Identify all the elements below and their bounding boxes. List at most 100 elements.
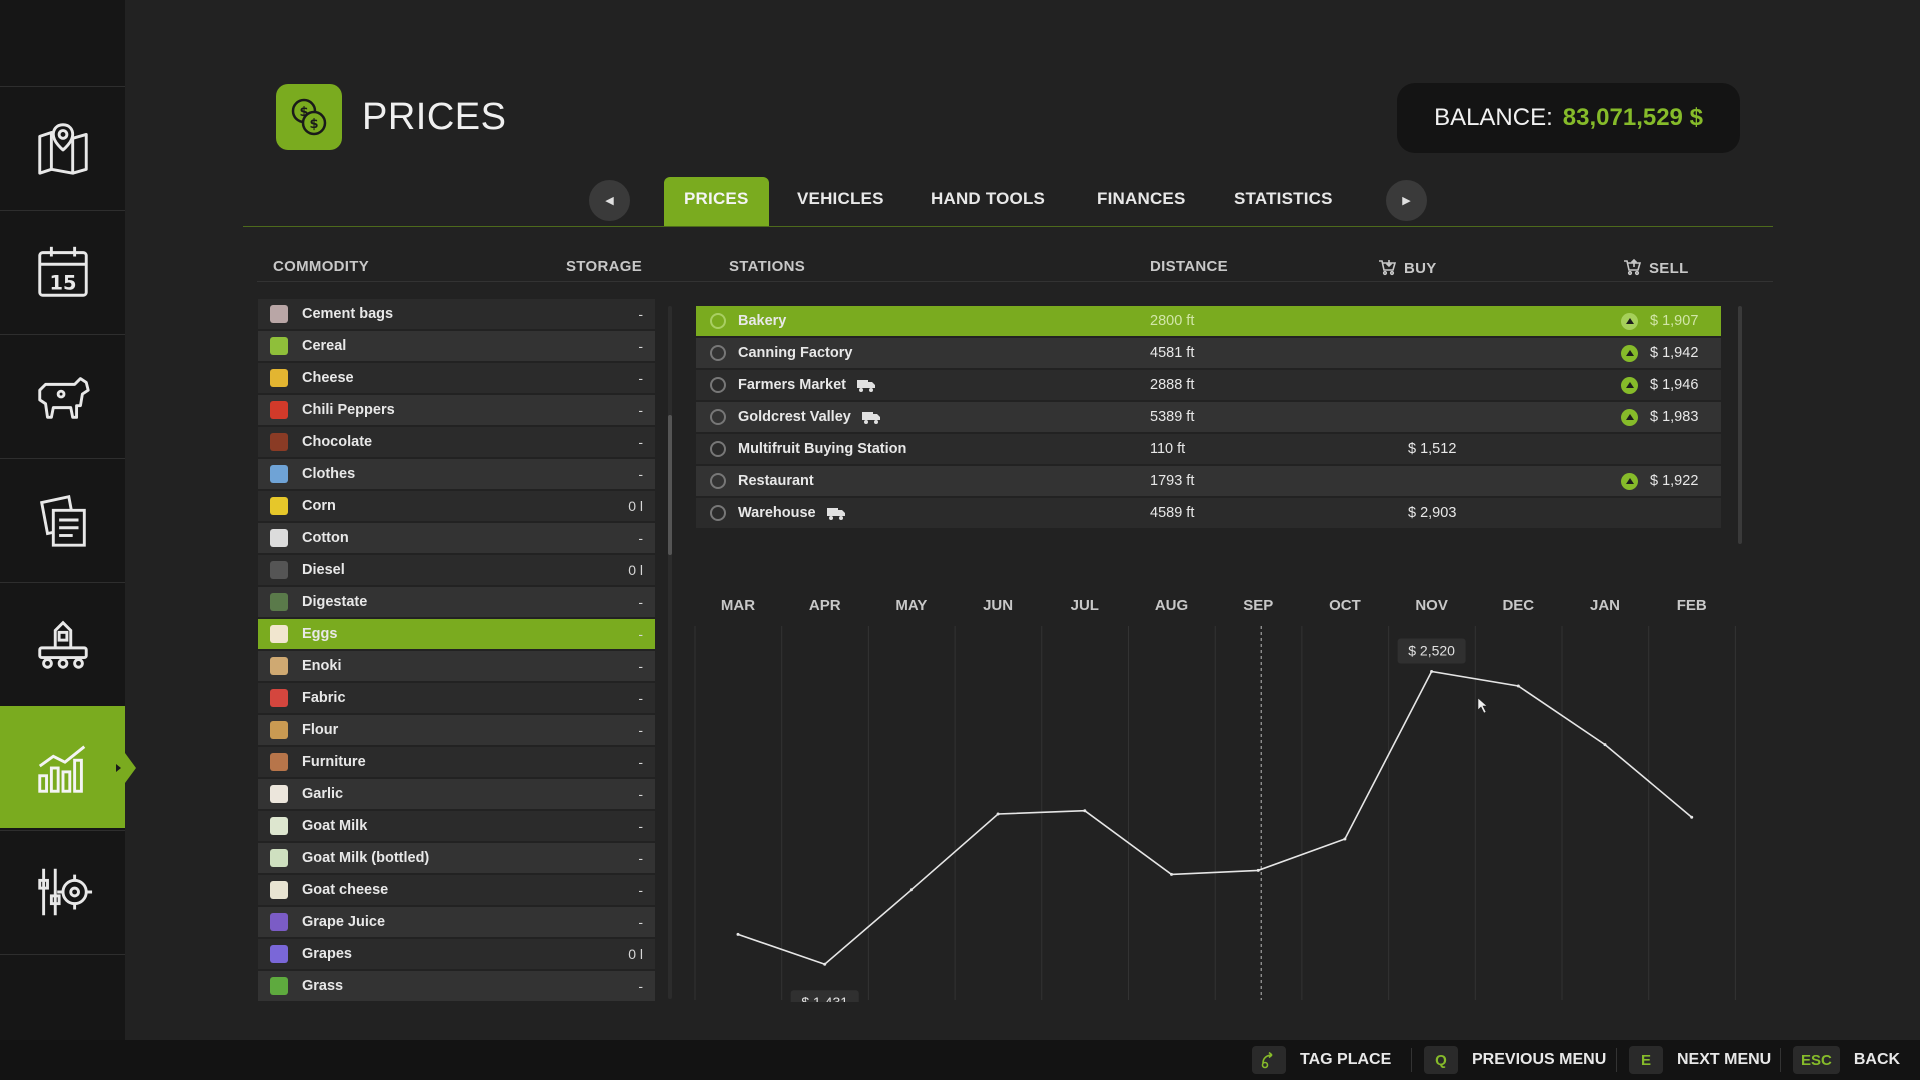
price-up-icon bbox=[1621, 409, 1638, 426]
commodity-row[interactable]: Clothes - bbox=[258, 459, 655, 489]
commodity-storage: - bbox=[638, 626, 643, 642]
tab-prev-button[interactable]: ◀ bbox=[589, 180, 630, 221]
hint-previous-menu[interactable]: Q PREVIOUS MENU bbox=[1424, 1046, 1606, 1074]
truck-icon bbox=[826, 508, 845, 520]
tab-statistics[interactable]: STATISTICS bbox=[1234, 189, 1333, 208]
map-pin-icon[interactable] bbox=[710, 377, 726, 393]
commodity-storage: 0 l bbox=[628, 946, 643, 962]
commodity-scrollbar[interactable] bbox=[668, 306, 672, 999]
commodity-storage: - bbox=[638, 594, 643, 610]
sidebar-item-contracts[interactable] bbox=[0, 458, 125, 580]
commodity-row[interactable]: Cereal - bbox=[258, 331, 655, 361]
animals-icon bbox=[37, 376, 90, 419]
station-name: Farmers Market bbox=[738, 377, 846, 393]
commodity-row[interactable]: Cement bags - bbox=[258, 299, 655, 329]
column-header-stations[interactable]: STATIONS bbox=[729, 258, 806, 275]
hint-back[interactable]: ESC BACK bbox=[1793, 1046, 1900, 1074]
station-row[interactable]: Goldcrest Valley 5389 ft $ 1,983 bbox=[696, 402, 1721, 432]
chart-month-label: NOV bbox=[1415, 597, 1448, 614]
tab-finances[interactable]: FINANCES bbox=[1097, 189, 1186, 208]
commodity-icon bbox=[270, 369, 288, 387]
sidebar-item-calendar[interactable]: 15 bbox=[0, 210, 125, 332]
hint-label: BACK bbox=[1853, 1051, 1901, 1068]
price-point bbox=[736, 932, 740, 936]
commodity-icon bbox=[270, 913, 288, 931]
station-name-cell: Goldcrest Valley bbox=[738, 409, 881, 425]
commodity-row[interactable]: Chili Peppers - bbox=[258, 395, 655, 425]
tab-underline bbox=[243, 226, 1773, 227]
sidebar-item-map[interactable] bbox=[0, 86, 125, 208]
commodity-row[interactable]: Cheese - bbox=[258, 363, 655, 393]
station-row[interactable]: Farmers Market 2888 ft $ 1,946 bbox=[696, 370, 1721, 400]
price-up-icon bbox=[1621, 473, 1638, 490]
column-header-commodity[interactable]: COMMODITY bbox=[273, 258, 370, 275]
column-header-sell[interactable]: SELL bbox=[1623, 258, 1689, 277]
map-pin-icon[interactable] bbox=[710, 505, 726, 521]
station-row[interactable]: Restaurant 1793 ft $ 1,922 bbox=[696, 466, 1721, 496]
commodity-row[interactable]: Garlic - bbox=[258, 779, 655, 809]
commodity-icon bbox=[270, 689, 288, 707]
commodity-icon bbox=[270, 529, 288, 547]
station-row[interactable]: Warehouse 4589 ft $ 2,903 bbox=[696, 498, 1721, 528]
station-distance: 5389 ft bbox=[1150, 409, 1195, 425]
map-pin-icon[interactable] bbox=[710, 345, 726, 361]
hint-key: ESC bbox=[1793, 1046, 1840, 1074]
sidebar-item-animals[interactable] bbox=[0, 334, 125, 456]
station-name: Restaurant bbox=[738, 473, 814, 489]
sidebar-item-prices[interactable] bbox=[0, 706, 136, 828]
station-name-cell: Multifruit Buying Station bbox=[738, 441, 906, 457]
column-header-distance[interactable]: DISTANCE bbox=[1150, 258, 1228, 275]
commodity-row[interactable]: Flour - bbox=[258, 715, 655, 745]
column-header-storage[interactable]: STORAGE bbox=[566, 258, 643, 275]
commodity-row[interactable]: Grapes 0 l bbox=[258, 939, 655, 969]
sidebar-item-settings[interactable] bbox=[0, 830, 125, 952]
contracts-icon bbox=[39, 494, 86, 547]
map-pin-icon[interactable] bbox=[710, 473, 726, 489]
station-row[interactable]: Multifruit Buying Station 110 ft $ 1,512 bbox=[696, 434, 1721, 464]
commodity-scrollbar-thumb[interactable] bbox=[668, 415, 672, 555]
sidebar-item-production[interactable] bbox=[0, 582, 125, 704]
tab-next-button[interactable]: ▶ bbox=[1386, 180, 1427, 221]
buy-label: BUY bbox=[1404, 260, 1437, 277]
column-header-buy[interactable]: BUY bbox=[1378, 258, 1437, 277]
map-pin-icon[interactable] bbox=[710, 409, 726, 425]
price-point bbox=[1603, 743, 1607, 747]
hint-tag-place[interactable]: TAG PLACE bbox=[1252, 1046, 1391, 1074]
tab-prices[interactable]: PRICES bbox=[664, 177, 769, 227]
commodity-icon bbox=[270, 305, 288, 323]
commodity-row[interactable]: Goat cheese - bbox=[258, 875, 655, 905]
commodity-row[interactable]: Fabric - bbox=[258, 683, 655, 713]
buy-cart-icon bbox=[1379, 260, 1397, 276]
station-distance: 4589 ft bbox=[1150, 505, 1195, 521]
column-header-divider bbox=[257, 281, 1773, 282]
commodity-row[interactable]: Diesel 0 l bbox=[258, 555, 655, 585]
map-pin-icon[interactable] bbox=[710, 313, 726, 329]
chart-month-label: JUL bbox=[1071, 597, 1099, 614]
commodity-row[interactable]: Goat Milk - bbox=[258, 811, 655, 841]
commodity-row[interactable]: Digestate - bbox=[258, 587, 655, 617]
commodity-row[interactable]: Chocolate - bbox=[258, 427, 655, 457]
hint-next-menu[interactable]: E NEXT MENU bbox=[1629, 1046, 1771, 1074]
commodity-name: Goat cheese bbox=[302, 882, 389, 898]
tab-vehicles[interactable]: VEHICLES bbox=[797, 189, 884, 208]
commodity-name: Garlic bbox=[302, 786, 344, 802]
commodity-row[interactable]: Eggs - bbox=[258, 619, 655, 649]
commodity-row[interactable]: Cotton - bbox=[258, 523, 655, 553]
commodity-row[interactable]: Grape Juice - bbox=[258, 907, 655, 937]
commodity-storage: - bbox=[638, 690, 643, 706]
commodity-row[interactable]: Goat Milk (bottled) - bbox=[258, 843, 655, 873]
commodity-row[interactable]: Grass - bbox=[258, 971, 655, 1001]
commodity-row[interactable]: Furniture - bbox=[258, 747, 655, 777]
commodity-storage: - bbox=[638, 402, 643, 418]
map-pin-icon[interactable] bbox=[710, 441, 726, 457]
station-name: Goldcrest Valley bbox=[738, 409, 851, 425]
tab-hand-tools[interactable]: HAND TOOLS bbox=[931, 189, 1046, 208]
stations-scrollbar[interactable] bbox=[1738, 306, 1742, 544]
commodity-name: Goat Milk (bottled) bbox=[302, 850, 430, 866]
station-row[interactable]: Canning Factory 4581 ft $ 1,942 bbox=[696, 338, 1721, 368]
commodity-row[interactable]: Enoki - bbox=[258, 651, 655, 681]
station-name: Canning Factory bbox=[738, 345, 853, 361]
map-icon bbox=[37, 122, 88, 175]
station-row[interactable]: Bakery 2800 ft $ 1,907 bbox=[696, 306, 1721, 336]
commodity-row[interactable]: Corn 0 l bbox=[258, 491, 655, 521]
